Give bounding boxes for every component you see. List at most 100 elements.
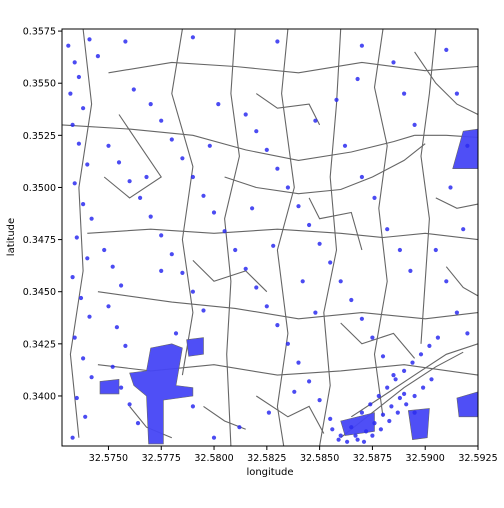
data-point: [173, 331, 179, 336]
data-point: [148, 214, 153, 219]
data-point: [372, 195, 377, 200]
data-point: [368, 402, 373, 407]
y-tick-label: 0.3450: [23, 287, 56, 298]
data-point: [72, 335, 77, 340]
x-axis: 32.5750 32.5775 32.5800 32.5825 32.5850 32.58…: [89, 446, 498, 464]
data-point: [433, 247, 438, 253]
data-point: [465, 331, 470, 336]
data-point: [127, 179, 132, 184]
road-line: [69, 29, 93, 438]
x-axis-label: longitude: [246, 467, 293, 478]
data-point: [355, 76, 360, 82]
data-point: [359, 316, 364, 321]
road-line: [350, 343, 478, 418]
data-point: [313, 310, 318, 315]
data-point: [159, 268, 164, 273]
data-point: [114, 325, 119, 330]
data-point: [380, 354, 386, 359]
data-point: [110, 264, 115, 269]
data-point: [144, 174, 149, 180]
data-point: [180, 156, 185, 161]
data-point: [404, 402, 409, 407]
data-point: [275, 39, 280, 44]
road-line: [308, 197, 363, 251]
data-point: [359, 410, 364, 415]
road-line: [224, 29, 240, 446]
y-tick-label: 0.3550: [23, 79, 56, 90]
data-point: [410, 360, 415, 365]
data-point: [66, 43, 71, 48]
data-point: [233, 247, 238, 253]
data-point: [361, 439, 367, 444]
road-line: [87, 228, 478, 241]
data-point: [237, 425, 242, 430]
data-point: [72, 60, 77, 65]
data-point: [412, 410, 417, 415]
data-point: [349, 425, 354, 430]
data-point: [370, 335, 375, 340]
data-point: [378, 427, 383, 432]
x-tick-label: 32.5850: [300, 453, 339, 464]
data-point: [106, 143, 111, 148]
y-tick-label: 0.3425: [23, 339, 56, 350]
data-point: [190, 404, 195, 409]
data-point: [328, 416, 333, 421]
data-point: [387, 418, 392, 424]
data-point: [81, 356, 86, 361]
data-point: [254, 285, 259, 290]
data-point: [330, 427, 335, 432]
water-polygon: [456, 391, 478, 418]
water-polygon: [407, 408, 430, 441]
road-line: [224, 143, 426, 195]
data-point: [342, 143, 348, 148]
data-point: [385, 227, 390, 232]
road-line: [420, 29, 437, 344]
data-point: [243, 266, 248, 271]
data-point: [190, 35, 195, 40]
data-point: [102, 247, 107, 253]
data-point: [397, 247, 402, 253]
y-tick-label: 0.3400: [23, 391, 56, 402]
y-tick-label: 0.3475: [23, 235, 56, 246]
data-point: [216, 102, 221, 107]
data-point: [336, 437, 341, 442]
data-point: [222, 229, 227, 234]
data-point: [81, 106, 86, 111]
data-point: [81, 202, 86, 207]
data-point: [70, 435, 75, 440]
road-line: [103, 114, 162, 199]
data-point: [461, 227, 466, 232]
data-point: [448, 185, 453, 190]
data-point: [78, 295, 84, 301]
road-line: [255, 395, 325, 434]
data-point: [408, 268, 413, 273]
data-point: [454, 310, 459, 315]
data-point: [421, 385, 426, 390]
data-point: [76, 74, 81, 80]
data-point: [444, 279, 449, 284]
data-point: [72, 181, 77, 186]
data-point: [391, 373, 396, 378]
data-point: [307, 222, 312, 228]
data-point: [376, 393, 381, 399]
road-line: [97, 291, 478, 320]
data-point: [85, 162, 90, 167]
data-point: [397, 395, 402, 401]
data-point: [465, 143, 470, 148]
data-point: [395, 410, 400, 415]
data-point: [85, 256, 90, 261]
data-point: [444, 47, 449, 53]
data-point: [296, 204, 301, 209]
data-point: [296, 360, 301, 365]
x-tick-label: 32.5800: [194, 453, 233, 464]
data-point: [349, 297, 354, 303]
road-line: [340, 322, 416, 359]
y-tick-label: 0.3525: [23, 131, 56, 142]
road-line: [255, 93, 321, 126]
plot-background: [62, 29, 478, 446]
data-point: [338, 433, 343, 438]
data-point: [190, 289, 195, 294]
data-point: [201, 193, 206, 198]
data-point: [169, 137, 174, 142]
water-polygon: [186, 337, 204, 357]
